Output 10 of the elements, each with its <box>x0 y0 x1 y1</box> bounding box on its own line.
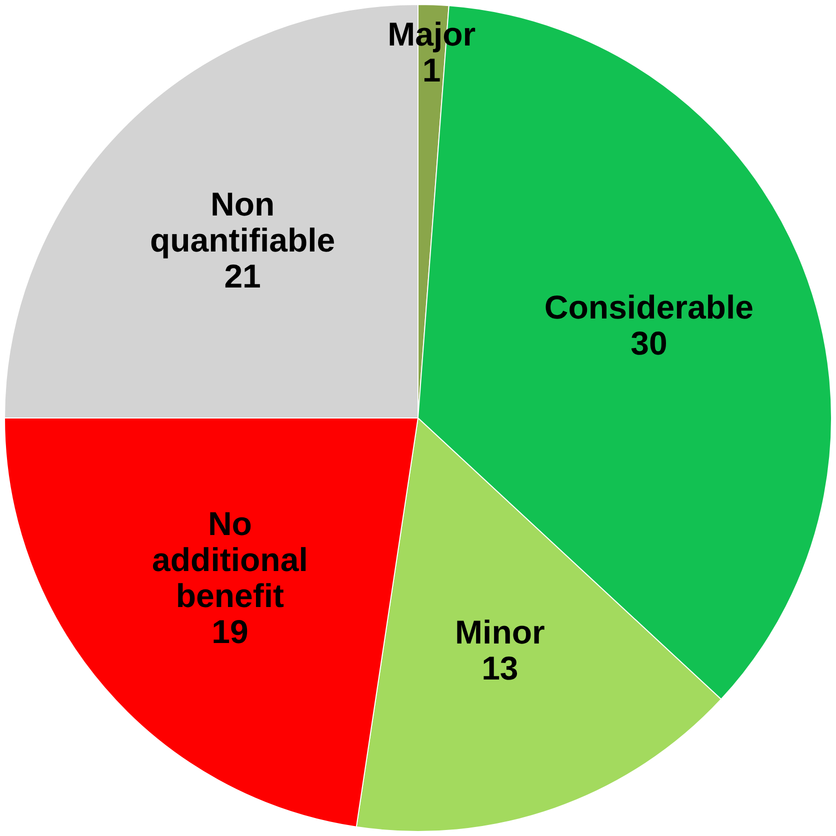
slice-label: Considerable <box>544 288 754 326</box>
slice-label: No additional benefit <box>152 504 308 614</box>
data-label: 21 <box>224 258 261 295</box>
data-label: 30 <box>630 324 668 362</box>
slice-label: Major <box>388 15 476 52</box>
data-label: 13 <box>482 649 518 686</box>
slice-label: Non quantifiable <box>150 186 336 259</box>
data-label: 1 <box>422 51 441 88</box>
slice-label: Minor <box>455 613 545 650</box>
data-label: 19 <box>212 612 248 650</box>
